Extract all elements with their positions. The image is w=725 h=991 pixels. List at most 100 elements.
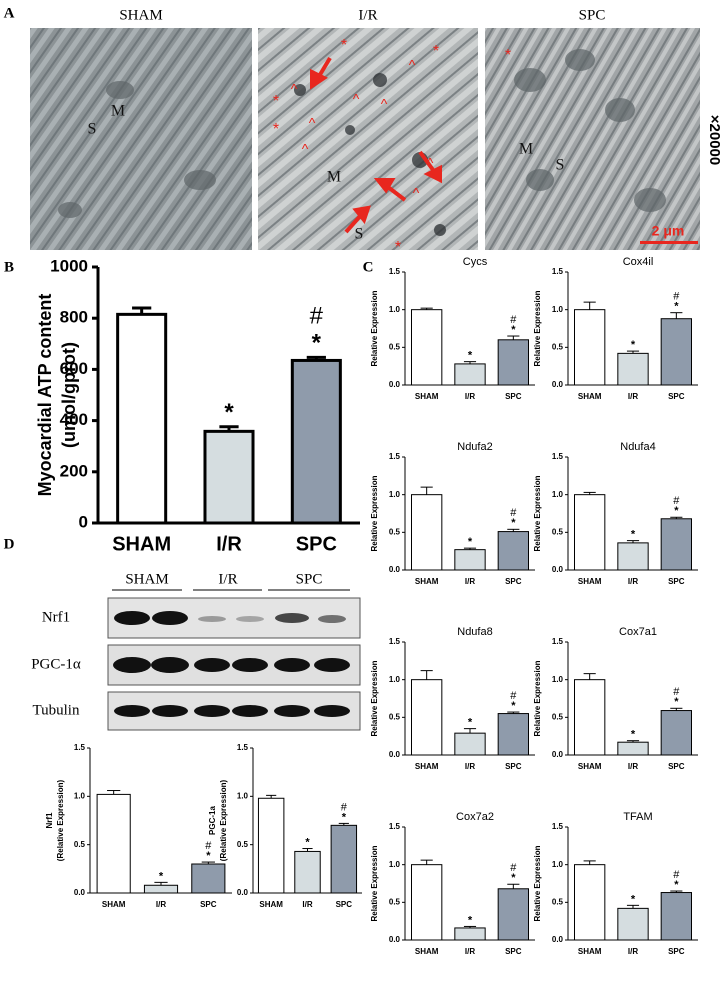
significance-mark: * (159, 870, 164, 882)
bar (454, 732, 486, 756)
y-tick-label: 1000 (50, 256, 88, 275)
bar (411, 494, 443, 571)
x-tick-label: I/R (465, 577, 475, 586)
x-tick-label: SHAM (578, 577, 602, 586)
x-tick-label: SPC (505, 947, 522, 956)
y-tick-label: 1.5 (552, 822, 564, 831)
y-axis-label: (Relative Expression) (56, 779, 65, 861)
significance-mark: * (468, 717, 473, 729)
damage-marker: ^ (427, 155, 434, 171)
y-axis-label: Relative Expression (370, 660, 379, 736)
x-tick-label: SPC (505, 762, 522, 771)
bar (617, 907, 649, 941)
bar (454, 363, 486, 386)
bar (330, 824, 358, 894)
y-tick-label: 0.0 (389, 750, 401, 759)
y-tick-label: 0.5 (74, 840, 86, 849)
significance-mark: * (674, 696, 679, 708)
chart-title: Ndufa8 (457, 626, 492, 638)
x-tick-label: SPC (668, 947, 685, 956)
x-tick-label: I/R (465, 392, 475, 401)
lane-group-label: I/R (218, 571, 237, 587)
y-tick-label: 0.0 (237, 888, 249, 897)
bar (203, 429, 255, 525)
significance-mark: * (342, 811, 347, 823)
significance-mark: * (511, 324, 516, 336)
panel-label: A (4, 5, 15, 21)
y-tick-label: 400 (60, 410, 88, 429)
x-tick-label: SHAM (112, 533, 171, 555)
x-tick-label: I/R (465, 947, 475, 956)
chart-title: Ndufa4 (620, 441, 655, 453)
chart-title: Cox4il (623, 256, 654, 268)
x-tick-label: SPC (200, 900, 217, 909)
panel-label: B (4, 259, 14, 275)
y-tick-label: 0.0 (552, 750, 564, 759)
bar (257, 797, 285, 894)
y-axis-label: Myocardial ATP content (35, 294, 55, 497)
bar (143, 884, 179, 894)
y-tick-label: 1.0 (552, 860, 564, 869)
y-tick-label: 1.0 (389, 305, 401, 314)
micrograph-label: S (355, 226, 364, 243)
mitochondria (58, 49, 666, 218)
damage-marker: * (433, 43, 439, 60)
micrograph-title: SHAM (119, 7, 162, 23)
lane-group-label: SHAM (125, 571, 168, 587)
micrograph-label: S (556, 157, 565, 174)
damage-marker: ^ (353, 91, 360, 107)
y-axis-label: Relative Expression (370, 475, 379, 551)
significance-mark: * (305, 836, 310, 848)
y-axis-label: Relative Expression (370, 845, 379, 921)
y-tick-label: 800 (60, 308, 88, 327)
western-blot (107, 589, 361, 731)
y-tick-label: 1.5 (389, 822, 401, 831)
y-tick-label: 1.0 (389, 675, 401, 684)
y-tick-label: 600 (60, 359, 88, 378)
y-tick-label: 0.0 (389, 565, 401, 574)
y-tick-label: 0.5 (552, 712, 564, 721)
bar (574, 309, 606, 386)
damage-marker: ^ (381, 96, 388, 112)
y-tick-label: 1.5 (389, 267, 401, 276)
significance-mark: * (511, 872, 516, 884)
y-tick-label: 1.5 (552, 452, 564, 461)
x-tick-label: SHAM (415, 392, 439, 401)
damage-marker: * (273, 121, 279, 138)
significance-mark: * (511, 517, 516, 529)
damage-marker: * (273, 93, 279, 110)
y-tick-label: 0.5 (552, 342, 564, 351)
y-tick-label: 0.5 (552, 527, 564, 536)
bar (294, 850, 321, 894)
x-tick-label: SHAM (102, 900, 126, 909)
x-tick-label: SPC (668, 762, 685, 771)
damage-marker: * (505, 47, 511, 64)
y-tick-label: 0.5 (389, 527, 401, 536)
scale-bar-label: 2 μm (652, 223, 685, 239)
y-tick-label: 1.0 (389, 860, 401, 869)
significance-mark: # (673, 869, 680, 881)
x-tick-label: I/R (216, 533, 242, 555)
x-tick-label: SHAM (415, 762, 439, 771)
y-tick-label: 0 (79, 512, 88, 531)
significance-mark: # (673, 495, 680, 507)
x-tick-label: I/R (628, 947, 638, 956)
bar (497, 888, 529, 941)
y-axis-label: (Relative Expression) (219, 779, 228, 861)
y-tick-label: 1.0 (552, 675, 564, 684)
y-tick-label: 1.5 (552, 637, 564, 646)
damage-marker: * (341, 37, 347, 54)
chart-title: Ndufa2 (457, 441, 492, 453)
bar (497, 531, 529, 571)
y-tick-label: 0.0 (552, 380, 564, 389)
y-tick-label: 0.0 (389, 380, 401, 389)
arrows (310, 56, 442, 234)
y-tick-label: 1.0 (552, 490, 564, 499)
bar (660, 710, 693, 756)
y-tick-label: 0.0 (74, 888, 86, 897)
y-tick-label: 0.0 (552, 935, 564, 944)
micrograph-title: SPC (579, 7, 606, 23)
bar (116, 312, 168, 525)
bar (574, 494, 606, 571)
significance-mark: * (224, 399, 234, 426)
